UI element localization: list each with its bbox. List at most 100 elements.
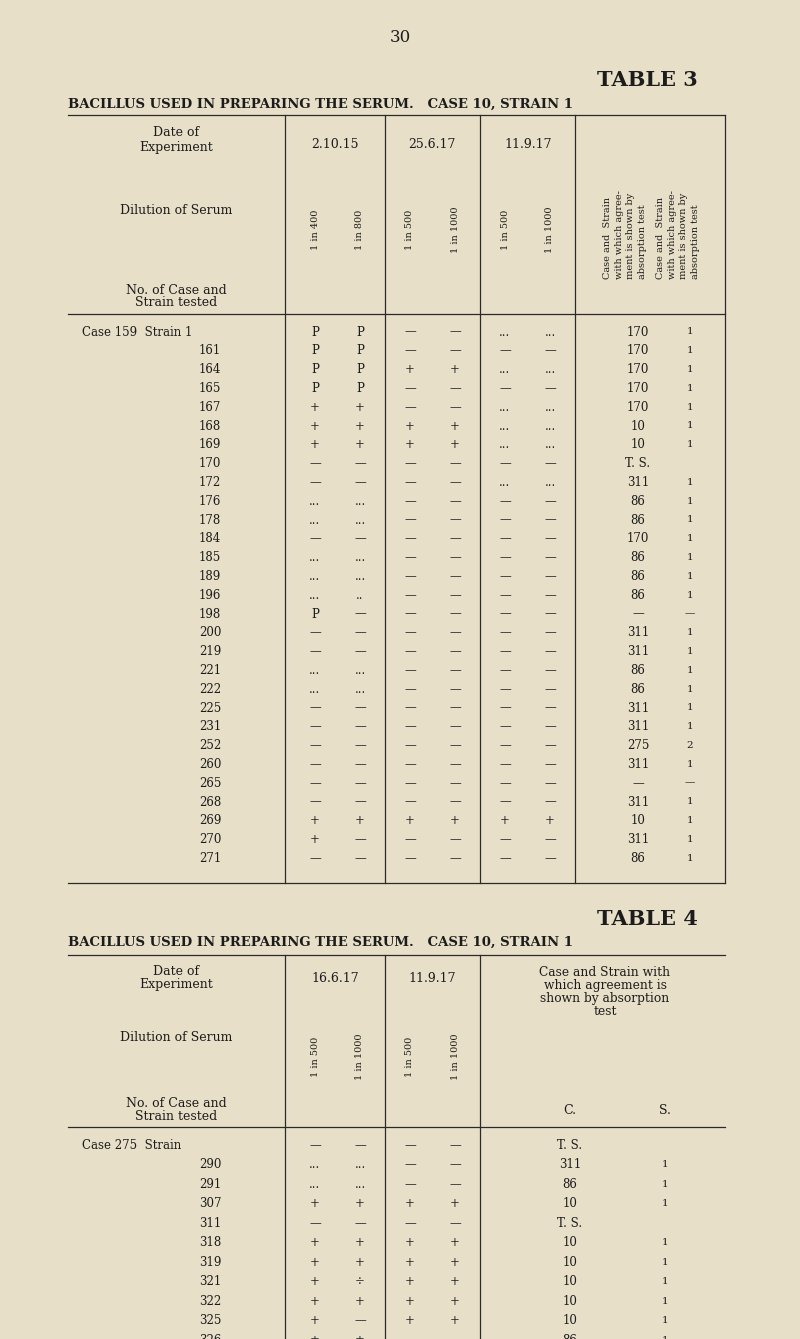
Text: —: — bbox=[499, 608, 511, 620]
Text: 86: 86 bbox=[630, 513, 646, 526]
Text: ...: ... bbox=[544, 325, 556, 339]
Text: 10: 10 bbox=[562, 1275, 578, 1288]
Text: —: — bbox=[404, 720, 416, 734]
Text: +: + bbox=[355, 400, 365, 414]
Text: 86: 86 bbox=[630, 494, 646, 507]
Text: —: — bbox=[404, 400, 416, 414]
Text: —: — bbox=[449, 683, 461, 696]
Text: —: — bbox=[354, 1314, 366, 1327]
Text: —: — bbox=[499, 645, 511, 657]
Text: +: + bbox=[355, 1256, 365, 1268]
Text: No. of Case and: No. of Case and bbox=[126, 1097, 226, 1110]
Text: 311: 311 bbox=[627, 758, 649, 771]
Text: 86: 86 bbox=[630, 589, 646, 601]
Text: —: — bbox=[309, 1138, 321, 1152]
Text: 271: 271 bbox=[199, 852, 221, 865]
Text: —: — bbox=[309, 720, 321, 734]
Text: —: — bbox=[309, 702, 321, 715]
Text: 2: 2 bbox=[686, 740, 694, 750]
Text: shown by absorption: shown by absorption bbox=[540, 992, 670, 1004]
Text: +: + bbox=[405, 1236, 415, 1249]
Text: 252: 252 bbox=[199, 739, 221, 753]
Text: 1: 1 bbox=[686, 347, 694, 355]
Text: —: — bbox=[544, 627, 556, 639]
Text: ±: ± bbox=[355, 1334, 365, 1339]
Text: 291: 291 bbox=[199, 1178, 221, 1190]
Text: P: P bbox=[311, 363, 319, 376]
Text: —: — bbox=[309, 533, 321, 545]
Text: TABLE 3: TABLE 3 bbox=[597, 70, 698, 90]
Text: —: — bbox=[404, 683, 416, 696]
Text: 307: 307 bbox=[198, 1197, 222, 1210]
Text: —: — bbox=[544, 777, 556, 790]
Text: 1: 1 bbox=[686, 854, 694, 862]
Text: —: — bbox=[449, 552, 461, 564]
Text: 189: 189 bbox=[199, 570, 221, 582]
Text: 10: 10 bbox=[562, 1314, 578, 1327]
Text: Dilution of Serum: Dilution of Serum bbox=[120, 1031, 232, 1043]
Text: 1 in 1000: 1 in 1000 bbox=[450, 1034, 459, 1081]
Text: 1: 1 bbox=[662, 1257, 668, 1267]
Text: —: — bbox=[404, 645, 416, 657]
Text: 1: 1 bbox=[686, 422, 694, 431]
Text: 1: 1 bbox=[686, 836, 694, 844]
Text: —: — bbox=[354, 645, 366, 657]
Text: ...: ... bbox=[354, 513, 366, 526]
Text: 167: 167 bbox=[199, 400, 221, 414]
Text: —: — bbox=[404, 552, 416, 564]
Text: ÷: ÷ bbox=[355, 1275, 365, 1288]
Text: 1: 1 bbox=[662, 1316, 668, 1326]
Text: BACILLUS USED IN PREPARING THE SERUM.   CASE 10, STRAIN 1: BACILLUS USED IN PREPARING THE SERUM. CA… bbox=[68, 98, 573, 111]
Text: —: — bbox=[354, 627, 366, 639]
Text: 311: 311 bbox=[627, 720, 649, 734]
Text: —: — bbox=[354, 1217, 366, 1229]
Text: ...: ... bbox=[354, 683, 366, 696]
Text: +: + bbox=[355, 1236, 365, 1249]
Text: 1: 1 bbox=[686, 703, 694, 712]
Text: +: + bbox=[310, 814, 320, 828]
Text: 1: 1 bbox=[686, 516, 694, 525]
Text: 1 in 1000: 1 in 1000 bbox=[450, 206, 459, 253]
Text: P: P bbox=[356, 344, 364, 358]
Text: 10: 10 bbox=[562, 1236, 578, 1249]
Text: 1: 1 bbox=[662, 1180, 668, 1189]
Text: —: — bbox=[499, 457, 511, 470]
Text: +: + bbox=[450, 814, 460, 828]
Text: —: — bbox=[499, 683, 511, 696]
Text: —: — bbox=[544, 795, 556, 809]
Text: Dilution of Serum: Dilution of Serum bbox=[120, 204, 232, 217]
Text: —: — bbox=[404, 852, 416, 865]
Text: —: — bbox=[499, 795, 511, 809]
Text: ...: ... bbox=[310, 589, 321, 601]
Text: 1: 1 bbox=[686, 761, 694, 769]
Text: 169: 169 bbox=[199, 438, 221, 451]
Text: —: — bbox=[404, 608, 416, 620]
Text: 311: 311 bbox=[627, 627, 649, 639]
Text: —: — bbox=[449, 382, 461, 395]
Text: P: P bbox=[356, 363, 364, 376]
Text: +: + bbox=[310, 438, 320, 451]
Text: ...: ... bbox=[354, 664, 366, 678]
Text: —: — bbox=[354, 739, 366, 753]
Text: 311: 311 bbox=[627, 702, 649, 715]
Text: —: — bbox=[404, 589, 416, 601]
Text: 1: 1 bbox=[686, 590, 694, 600]
Text: ...: ... bbox=[310, 570, 321, 582]
Text: test: test bbox=[594, 1004, 617, 1018]
Text: 196: 196 bbox=[199, 589, 221, 601]
Text: ±: ± bbox=[310, 1334, 320, 1339]
Text: —: — bbox=[449, 795, 461, 809]
Text: —: — bbox=[449, 1158, 461, 1172]
Text: +: + bbox=[450, 438, 460, 451]
Text: —: — bbox=[449, 589, 461, 601]
Text: 10: 10 bbox=[630, 438, 646, 451]
Text: 1: 1 bbox=[686, 384, 694, 392]
Text: 290: 290 bbox=[199, 1158, 221, 1172]
Text: —: — bbox=[544, 683, 556, 696]
Text: +: + bbox=[310, 1275, 320, 1288]
Text: —: — bbox=[404, 570, 416, 582]
Text: —: — bbox=[449, 494, 461, 507]
Text: Case and Strain with: Case and Strain with bbox=[539, 965, 670, 979]
Text: —: — bbox=[404, 702, 416, 715]
Text: —: — bbox=[449, 608, 461, 620]
